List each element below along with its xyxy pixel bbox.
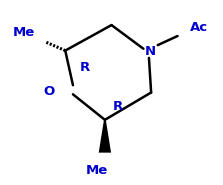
- Text: O: O: [43, 85, 54, 98]
- Text: R: R: [113, 100, 123, 113]
- Text: R: R: [80, 61, 90, 74]
- Text: N: N: [145, 45, 156, 58]
- Polygon shape: [99, 120, 111, 153]
- Text: Me: Me: [12, 26, 35, 39]
- Text: Me: Me: [86, 164, 108, 177]
- Text: Ac: Ac: [190, 21, 208, 34]
